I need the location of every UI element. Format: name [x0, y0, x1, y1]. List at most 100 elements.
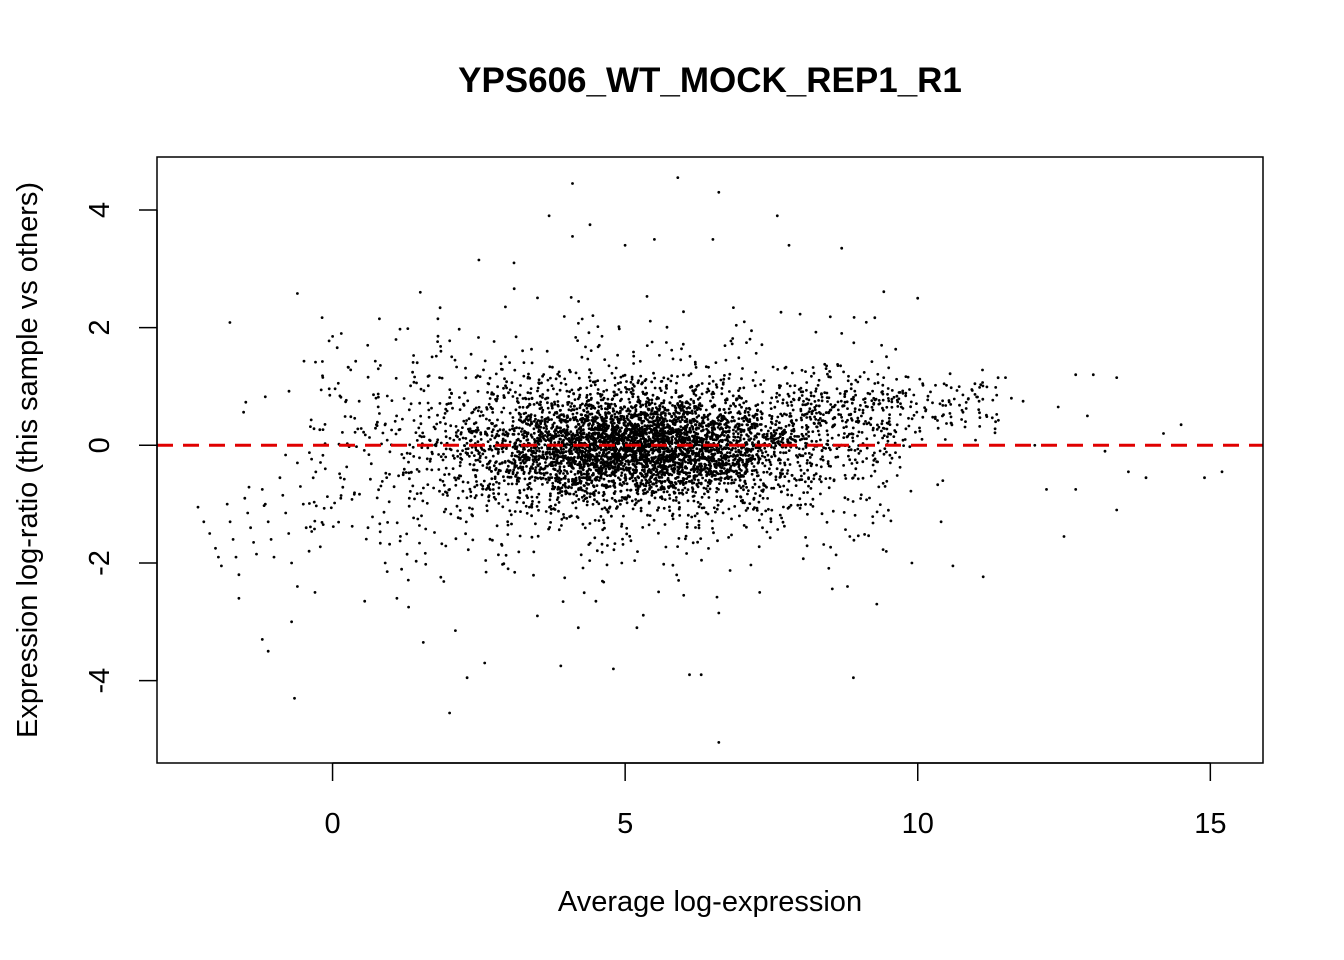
data-point [528, 403, 532, 407]
data-point [624, 477, 628, 480]
data-point [745, 407, 748, 410]
data-point [613, 376, 617, 380]
data-point [415, 381, 418, 385]
data-point [673, 463, 676, 467]
data-point [596, 401, 600, 405]
data-point [436, 340, 439, 343]
data-point [613, 474, 617, 478]
data-point [629, 488, 632, 492]
data-point [743, 409, 747, 413]
data-point [462, 444, 466, 447]
data-point [712, 506, 716, 510]
data-point [671, 404, 674, 407]
data-point [679, 428, 682, 432]
data-point [550, 406, 554, 410]
data-point [536, 463, 540, 467]
data-point [615, 436, 619, 440]
data-point [804, 502, 807, 506]
data-point [662, 461, 666, 465]
data-point [323, 423, 327, 426]
data-point [321, 453, 325, 457]
data-point [711, 379, 715, 383]
data-point [685, 454, 689, 457]
data-point [666, 458, 669, 462]
data-point [727, 536, 730, 539]
data-point [699, 456, 703, 459]
data-point [541, 450, 545, 454]
data-point [576, 419, 579, 423]
data-point [829, 403, 833, 406]
data-point [563, 469, 566, 472]
data-point [447, 402, 450, 405]
data-point [698, 423, 702, 427]
data-point [549, 512, 553, 515]
data-point [445, 409, 449, 413]
data-point [622, 464, 625, 468]
data-point [771, 365, 775, 369]
data-point [517, 411, 521, 415]
data-point [546, 401, 549, 405]
data-point [631, 472, 634, 476]
data-point [747, 489, 750, 492]
data-point [723, 481, 726, 485]
data-point [751, 414, 755, 418]
data-point [908, 445, 912, 449]
data-point [623, 462, 627, 466]
data-point [711, 396, 715, 399]
data-point [715, 595, 719, 599]
data-point [678, 482, 682, 485]
data-point [685, 522, 689, 526]
data-point [686, 430, 690, 434]
data-point [739, 486, 743, 490]
data-point [742, 419, 746, 423]
data-point [508, 428, 512, 432]
data-point [530, 503, 533, 507]
data-point [528, 477, 531, 481]
data-point [244, 400, 248, 404]
data-point [578, 448, 581, 452]
data-point [761, 461, 764, 465]
data-point [417, 470, 421, 473]
data-point [613, 465, 616, 469]
data-point [426, 483, 430, 486]
data-point [814, 417, 818, 421]
data-point [534, 417, 537, 421]
data-point [625, 429, 629, 433]
data-point [430, 406, 433, 410]
data-point [768, 473, 772, 476]
data-point [615, 458, 619, 462]
data-point [466, 399, 470, 403]
data-point [776, 400, 779, 403]
data-point [794, 484, 798, 487]
data-point [812, 477, 816, 481]
data-point [745, 433, 749, 437]
data-point [686, 499, 690, 503]
data-point [720, 387, 724, 390]
data-point [853, 513, 857, 517]
data-point [661, 411, 664, 415]
data-point [717, 447, 721, 450]
data-point [567, 478, 570, 481]
data-point [496, 471, 500, 474]
data-point [546, 388, 550, 392]
data-point [554, 429, 558, 432]
data-point [613, 481, 617, 485]
data-point [753, 426, 757, 430]
data-point [484, 559, 488, 562]
data-point [488, 444, 492, 448]
data-point [552, 507, 556, 511]
data-point [637, 379, 640, 382]
data-point [677, 454, 680, 457]
data-point [561, 440, 565, 444]
data-point [651, 441, 655, 445]
data-point [599, 440, 602, 444]
data-point [572, 404, 576, 408]
data-point [526, 496, 529, 499]
data-point [754, 412, 758, 416]
data-point [549, 473, 552, 476]
data-point [621, 455, 624, 459]
data-point [733, 435, 737, 439]
data-point [562, 413, 565, 417]
data-point [424, 527, 428, 531]
data-point [671, 430, 675, 434]
